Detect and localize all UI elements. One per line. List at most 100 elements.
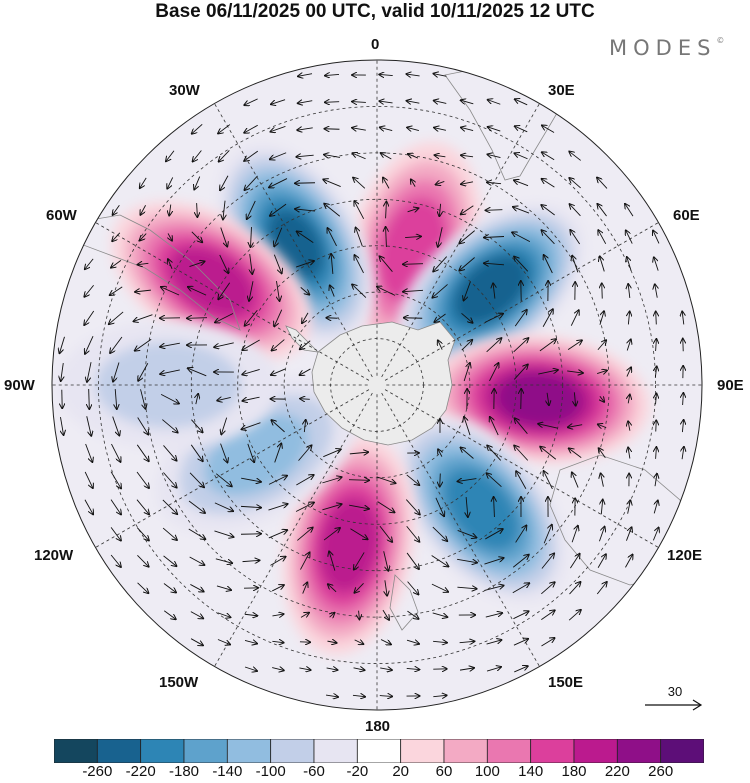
wind-arrow	[513, 207, 530, 214]
meridian-line	[95, 389, 370, 548]
wind-arrow	[214, 342, 234, 347]
wind-arrow	[682, 312, 684, 325]
lon-label-30w: 30W	[169, 82, 200, 99]
wind-arrow	[385, 580, 387, 595]
wind-arrow	[461, 205, 474, 215]
wind-arrow	[240, 506, 261, 507]
wind-arrow	[353, 668, 365, 670]
wind-arrow	[627, 367, 631, 377]
wind-arrow	[376, 476, 396, 483]
wind-arrow	[330, 613, 335, 617]
wind-arrow	[655, 284, 657, 298]
colorbar-swatch	[573, 739, 618, 763]
wind-arrow	[162, 419, 177, 433]
wind-arrow	[110, 286, 123, 295]
wind-arrow	[85, 336, 94, 354]
wind-arrow	[597, 204, 607, 217]
wind-arrow	[196, 394, 198, 405]
wind-arrow	[328, 584, 337, 593]
wind-arrow	[380, 127, 393, 130]
wind-arrow	[405, 236, 421, 237]
colorbar-swatch	[356, 739, 402, 763]
meridian-line	[384, 222, 659, 381]
wind-arrow	[271, 99, 286, 105]
wind-arrow	[242, 369, 260, 374]
wind-arrow	[405, 499, 419, 515]
wind-arrow	[484, 586, 503, 591]
wind-arrow	[538, 424, 558, 429]
wind-arrow	[404, 318, 423, 319]
wind-arrow	[188, 528, 205, 539]
lon-label-180: 180	[365, 718, 391, 735]
wind-arrow	[406, 552, 419, 569]
reference-vector-label: 30	[667, 684, 683, 699]
latitude-circle	[237, 245, 517, 525]
wind-arrow	[272, 668, 284, 671]
wind-arrow	[323, 528, 340, 541]
wind-arrow	[274, 227, 283, 247]
wind-arrow	[85, 443, 93, 462]
logo-text: MODES	[609, 36, 717, 60]
wind-arrow	[134, 314, 153, 322]
wind-arrow	[569, 152, 581, 161]
wind-arrow	[138, 263, 149, 264]
wind-arrow	[89, 388, 90, 409]
wind-arrow	[353, 178, 366, 189]
colorbar-swatch	[54, 739, 98, 763]
anomaly-contour-band	[318, 497, 379, 593]
wind-arrow	[574, 392, 575, 405]
wind-arrow	[295, 209, 315, 211]
wind-arrow	[300, 287, 310, 294]
wind-arrow	[538, 370, 558, 375]
wind-arrow	[600, 395, 604, 402]
wind-arrow	[543, 525, 552, 544]
wind-arrow	[354, 552, 365, 569]
wind-arrow	[540, 447, 557, 460]
wind-arrow	[272, 641, 283, 642]
wind-arrow	[189, 472, 204, 487]
lon-label-60e: 60E	[673, 207, 700, 224]
wind-arrow	[457, 559, 477, 562]
wind-arrow	[656, 339, 657, 352]
wind-arrow	[461, 127, 474, 130]
wind-arrow	[541, 638, 554, 647]
wind-arrow	[486, 338, 502, 353]
wind-arrow	[514, 666, 527, 673]
wind-arrow	[302, 312, 309, 323]
wind-arrow	[251, 226, 252, 247]
wind-arrow	[487, 446, 502, 461]
wind-arrow	[217, 639, 230, 645]
wind-arrow	[654, 501, 658, 514]
wind-arrow	[300, 340, 311, 350]
wind-arrow	[354, 640, 364, 644]
colorbar-swatch	[400, 739, 445, 763]
wind-arrow	[272, 614, 283, 616]
wind-arrow	[110, 471, 121, 489]
wind-arrow	[433, 641, 447, 642]
wind-arrow	[84, 284, 94, 296]
wind-arrow	[493, 283, 495, 299]
wind-arrow	[112, 232, 121, 241]
colorbar-swatch	[226, 739, 272, 763]
colorbar-swatch	[486, 739, 532, 763]
wind-arrow	[244, 614, 258, 616]
wind-arrow	[162, 527, 177, 540]
wind-arrow	[598, 424, 607, 427]
wind-arrow	[348, 480, 369, 481]
wind-arrow	[571, 526, 578, 543]
wind-arrow	[326, 668, 338, 670]
colorbar-tick-label: 180	[561, 763, 587, 780]
wind-arrow	[297, 528, 312, 541]
wind-arrow	[655, 366, 656, 378]
wind-arrow	[567, 371, 583, 373]
wind-arrow	[110, 499, 121, 515]
wind-arrow	[411, 179, 415, 187]
wind-arrow	[627, 257, 632, 272]
meridian-line	[381, 392, 540, 667]
wind-arrow	[115, 388, 117, 409]
wind-arrow	[271, 368, 286, 375]
wind-arrow	[325, 102, 340, 103]
lon-label-120w: 120W	[34, 547, 74, 564]
wind-arrow	[541, 205, 555, 216]
colorbar-swatch	[616, 739, 662, 763]
